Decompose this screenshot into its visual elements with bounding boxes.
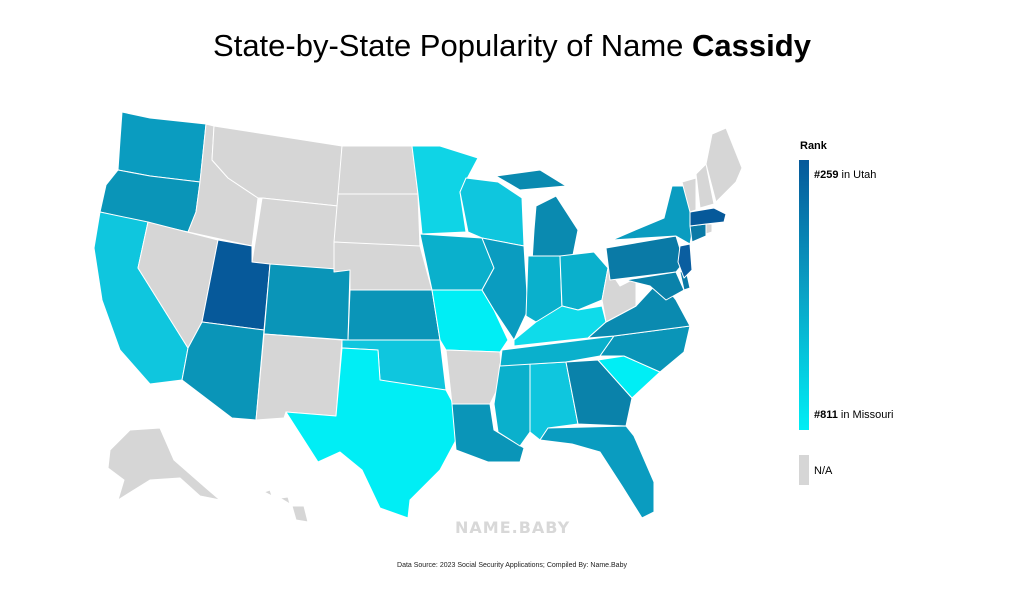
legend-bottom-label: #811 in Missouri xyxy=(814,409,894,421)
state-iowa xyxy=(419,233,495,291)
state-texas xyxy=(285,347,457,519)
us-choropleth-map xyxy=(93,111,743,523)
state-colorado xyxy=(263,263,351,341)
state-alaska xyxy=(107,427,221,501)
state-washington xyxy=(117,111,207,183)
na-swatch xyxy=(799,455,809,485)
state-connecticut xyxy=(689,223,707,243)
data-source: Data Source: 2023 Social Security Applic… xyxy=(397,562,627,569)
state-minnesota xyxy=(411,145,479,235)
state-ohio xyxy=(559,251,609,311)
state-hawaii xyxy=(263,489,309,523)
state-kansas xyxy=(347,289,441,341)
state-massachusetts xyxy=(689,207,727,227)
legend-top-label: #259 in Utah xyxy=(814,169,877,181)
state-georgia xyxy=(565,359,633,427)
watermark: NAME.BABY xyxy=(455,518,571,537)
state-kentucky xyxy=(513,305,607,347)
state-new-hampshire xyxy=(695,163,715,209)
state-arkansas xyxy=(445,349,503,405)
state-north-dakota xyxy=(337,145,419,195)
state-wisconsin xyxy=(459,177,525,247)
state-arizona xyxy=(181,321,265,421)
state-south-dakota xyxy=(333,193,421,249)
state-maryland xyxy=(625,271,685,301)
legend-title: Rank xyxy=(800,140,827,152)
na-label: N/A xyxy=(814,465,833,477)
state-vermont xyxy=(681,177,697,213)
state-maine xyxy=(705,127,743,203)
state-rhode-island xyxy=(705,223,713,235)
legend-gradient-bar xyxy=(799,160,809,430)
state-new-york xyxy=(611,185,695,245)
state-tennessee xyxy=(499,335,615,367)
state-new-jersey xyxy=(677,243,693,279)
state-louisiana xyxy=(451,403,525,463)
state-new-mexico xyxy=(255,333,343,421)
state-illinois xyxy=(481,237,529,341)
state-wyoming xyxy=(251,197,339,273)
state-florida xyxy=(539,425,655,519)
map-title: State-by-State Popularity of Name Cassid… xyxy=(213,28,811,63)
